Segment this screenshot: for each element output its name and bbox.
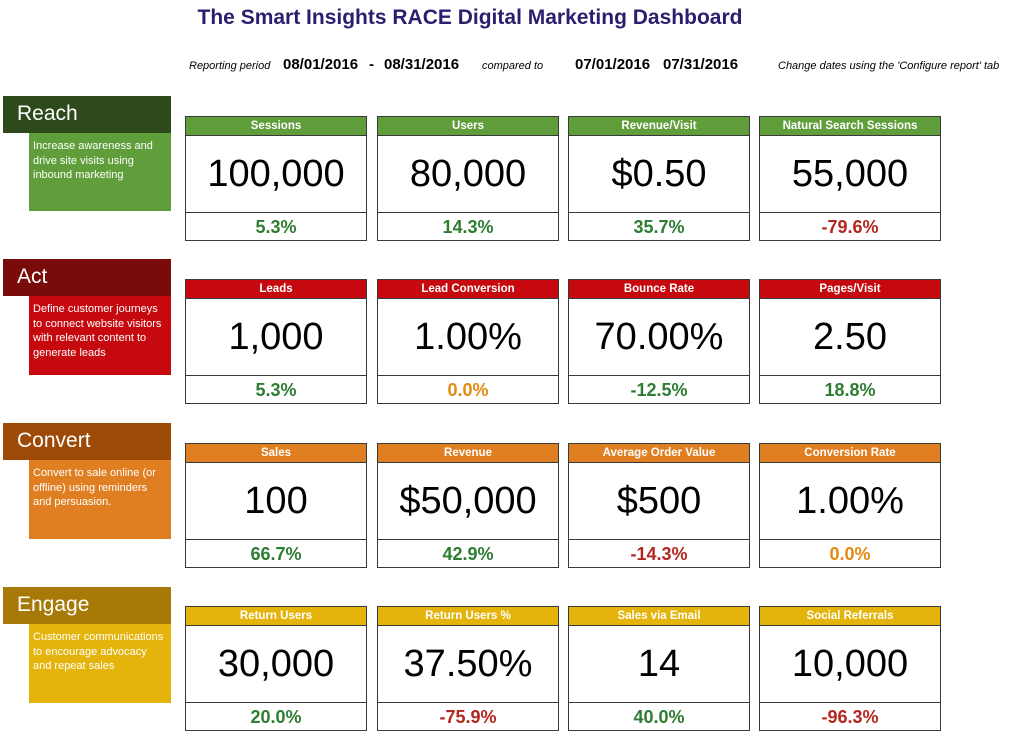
metric-label: Revenue [378, 444, 558, 462]
metric-value: 80,000 [378, 135, 558, 213]
period-start-date: 08/01/2016 [283, 56, 359, 73]
period-separator: - [369, 56, 374, 73]
metric-change: 18.8% [824, 380, 876, 400]
metric-label: Natural Search Sessions [760, 117, 940, 135]
metric-label: Bounce Rate [569, 280, 749, 298]
compare-start-date: 07/01/2016 [575, 56, 651, 73]
section-act-header: Act [3, 259, 171, 296]
metric-value: 37.50% [378, 625, 558, 703]
metric-label: Average Order Value [569, 444, 749, 462]
metric-card-lead-conversion: Lead Conversion 1.00% 0.0% [377, 279, 559, 404]
section-convert-header: Convert [3, 423, 171, 460]
compared-to-label: compared to [482, 60, 544, 72]
dashboard-title: The Smart Insights RACE Digital Marketin… [197, 6, 743, 29]
section-engage-header: Engage [3, 587, 171, 624]
metric-value: 14 [569, 625, 749, 703]
metric-change: -75.9% [439, 707, 497, 727]
metric-value: 100,000 [186, 135, 366, 213]
metric-value: 2.50 [760, 298, 940, 376]
metric-change: 5.3% [255, 217, 297, 237]
metric-card-sessions: Sessions 100,000 5.3% [185, 116, 367, 241]
metric-card-sales: Sales 100 66.7% [185, 443, 367, 568]
metric-card-return-users-percent: Return Users % 37.50% -75.9% [377, 606, 559, 731]
metric-label: Return Users [186, 607, 366, 625]
metric-card-return-users: Return Users 30,000 20.0% [185, 606, 367, 731]
metric-value: 1.00% [760, 462, 940, 540]
metric-card-revenue: Revenue $50,000 42.9% [377, 443, 559, 568]
metric-card-natural-search-sessions: Natural Search Sessions 55,000 -79.6% [759, 116, 941, 241]
section-reach-header: Reach [3, 96, 171, 133]
metric-card-pages-per-visit: Pages/Visit 2.50 18.8% [759, 279, 941, 404]
period-end-date: 08/31/2016 [384, 56, 460, 73]
section-convert-description: Convert to sale online (or offline) usin… [29, 460, 171, 539]
metric-value: 30,000 [186, 625, 366, 703]
compare-end-date: 07/31/2016 [663, 56, 739, 73]
section-act-description: Define customer journeys to connect webs… [29, 296, 171, 375]
metric-change: -14.3% [630, 544, 688, 564]
metric-label: Users [378, 117, 558, 135]
configure-note: Change dates using the 'Configure report… [778, 60, 1000, 72]
metric-label: Return Users % [378, 607, 558, 625]
metric-value: 1,000 [186, 298, 366, 376]
metric-label: Sales via Email [569, 607, 749, 625]
metric-card-leads: Leads 1,000 5.3% [185, 279, 367, 404]
metric-change: -12.5% [630, 380, 688, 400]
metric-card-sales-via-email: Sales via Email 14 40.0% [568, 606, 750, 731]
reporting-period-label: Reporting period [189, 60, 271, 72]
metric-change: 40.0% [633, 707, 685, 727]
metric-card-users: Users 80,000 14.3% [377, 116, 559, 241]
metric-label: Lead Conversion [378, 280, 558, 298]
metric-label: Revenue/Visit [569, 117, 749, 135]
metric-value: 100 [186, 462, 366, 540]
metric-change: 20.0% [250, 707, 302, 727]
metric-value: $0.50 [569, 135, 749, 213]
metric-change: 66.7% [250, 544, 302, 564]
metric-card-revenue-per-visit: Revenue/Visit $0.50 35.7% [568, 116, 750, 241]
metric-label: Conversion Rate [760, 444, 940, 462]
metric-value: 1.00% [378, 298, 558, 376]
metric-card-average-order-value: Average Order Value $500 -14.3% [568, 443, 750, 568]
metric-value: 70.00% [569, 298, 749, 376]
metric-change: 0.0% [829, 544, 871, 564]
metric-change: 42.9% [442, 544, 494, 564]
metric-label: Sessions [186, 117, 366, 135]
metric-value: $500 [569, 462, 749, 540]
metric-card-bounce-rate: Bounce Rate 70.00% -12.5% [568, 279, 750, 404]
metric-change: -96.3% [821, 707, 879, 727]
metric-change: 14.3% [442, 217, 494, 237]
metric-change: 5.3% [255, 380, 297, 400]
metric-change: 0.0% [447, 380, 489, 400]
metric-card-social-referrals: Social Referrals 10,000 -96.3% [759, 606, 941, 731]
section-engage-description: Customer communications to encourage adv… [29, 624, 171, 703]
metric-change: 35.7% [633, 217, 685, 237]
metric-value: $50,000 [378, 462, 558, 540]
metric-label: Pages/Visit [760, 280, 940, 298]
metric-label: Sales [186, 444, 366, 462]
metric-label: Social Referrals [760, 607, 940, 625]
metric-card-conversion-rate: Conversion Rate 1.00% 0.0% [759, 443, 941, 568]
metric-value: 10,000 [760, 625, 940, 703]
metric-value: 55,000 [760, 135, 940, 213]
metric-change: -79.6% [821, 217, 879, 237]
metric-label: Leads [186, 280, 366, 298]
section-reach-description: Increase awareness and drive site visits… [29, 133, 171, 211]
